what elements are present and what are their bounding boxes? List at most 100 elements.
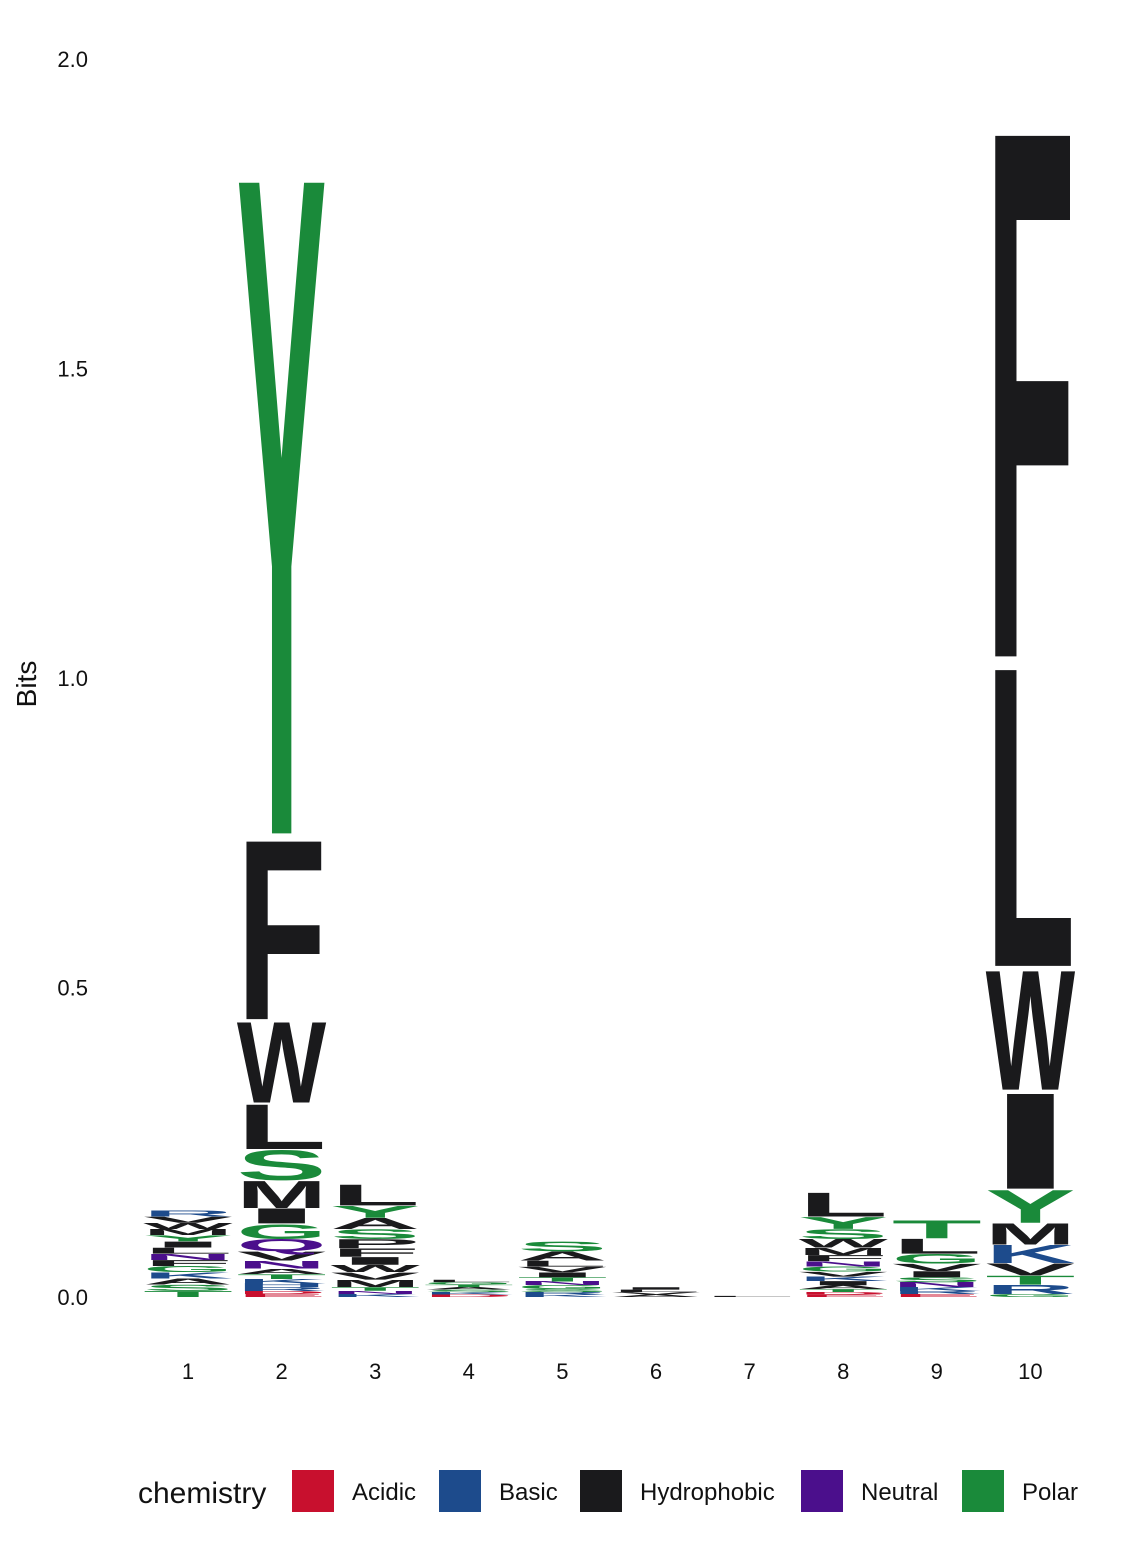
letter-E-acidic: E xyxy=(798,1294,888,1298)
letter-K-basic: K xyxy=(424,1291,514,1295)
legend-swatch-acidic xyxy=(292,1470,334,1512)
letter-L-hydrophobic: L xyxy=(705,1295,795,1297)
legend-title: chemistry xyxy=(138,1477,266,1510)
x-tick-label: 3 xyxy=(369,1359,381,1384)
letter-V-hydrophobic: V xyxy=(237,1249,327,1263)
letter-D-acidic: D xyxy=(798,1291,888,1295)
letter-R-basic: R xyxy=(985,1282,1075,1296)
y-tick-label: 0.5 xyxy=(57,976,88,1001)
legend-label-neutral: Neutral xyxy=(861,1479,938,1506)
letter-S-polar: S xyxy=(143,1283,233,1293)
letter-M-hydrophobic: M xyxy=(237,1174,327,1217)
letter-P-hydrophobic: P xyxy=(330,1237,420,1251)
letter-S-polar: S xyxy=(798,1226,888,1241)
letter-F-hydrophobic: F xyxy=(330,1246,420,1259)
letter-M-hydrophobic: M xyxy=(143,1227,233,1237)
letter-W-hydrophobic: W xyxy=(330,1263,420,1274)
letter-A-hydrophobic: A xyxy=(424,1286,514,1290)
letter-K-basic: K xyxy=(798,1275,888,1282)
letter-W-hydrophobic: W xyxy=(143,1221,233,1231)
letter-T-polar: T xyxy=(892,1215,982,1244)
letter-L-hydrophobic: L xyxy=(798,1185,888,1224)
letter-F-hydrophobic: F xyxy=(237,786,327,1075)
legend: chemistry Acidic Basic Hydrophobic Neutral P… xyxy=(138,1470,1078,1512)
letter-A-hydrophobic: A xyxy=(611,1294,701,1298)
legend-swatch-neutral xyxy=(801,1470,843,1512)
x-tick-label: 2 xyxy=(275,1359,287,1384)
letter-L-hydrophobic: L xyxy=(611,1289,701,1293)
letter-E-acidic: E xyxy=(237,1293,327,1298)
letter-Q-neutral: Q xyxy=(237,1236,327,1255)
letter-S-polar: S xyxy=(517,1239,607,1254)
letter-T-polar: T xyxy=(798,1288,888,1293)
letter-V-hydrophobic: V xyxy=(518,1265,608,1274)
letter-K-basic: K xyxy=(237,1278,327,1285)
x-tick-label: 10 xyxy=(1018,1359,1042,1384)
letter-L-hydrophobic: L xyxy=(985,578,1075,1058)
letter-S-polar: S xyxy=(424,1289,514,1293)
legend-label-polar: Polar xyxy=(1022,1479,1078,1506)
letter-S-polar: S xyxy=(330,1226,420,1241)
y-tick-label: 0.0 xyxy=(57,1285,88,1310)
letter-I-hydrophobic: I xyxy=(611,1286,701,1290)
letter-R-basic: R xyxy=(892,1290,982,1295)
letter-N-neutral: N xyxy=(892,1281,982,1289)
letter-A-hydrophobic: A xyxy=(237,1267,327,1276)
letter-T-polar: T xyxy=(237,1273,327,1281)
letter-Y-polar: Y xyxy=(237,0,327,1035)
letter-N-neutral: N xyxy=(517,1281,607,1287)
letter-W-hydrophobic: W xyxy=(986,935,1075,1127)
x-axis: 1 2 3 4 5 6 7 8 9 10 xyxy=(182,1359,1043,1384)
letter-D-acidic: D xyxy=(237,1290,327,1295)
letter-G-polar: G xyxy=(798,1265,888,1273)
letter-M-hydrophobic: M xyxy=(330,1278,420,1289)
letter-M-hydrophobic: M xyxy=(798,1246,888,1257)
letter-N-neutral: N xyxy=(143,1252,233,1262)
legend-label-acidic: Acidic xyxy=(352,1479,416,1506)
letter-Y-polar: Y xyxy=(798,1214,888,1233)
x-tick-label: 1 xyxy=(182,1359,194,1384)
letter-F-hydrophobic: F xyxy=(985,0,1075,817)
letter-L-hydrophobic: L xyxy=(143,1246,233,1256)
letter-D-acidic: D xyxy=(424,1294,514,1298)
legend-swatch-hydrophobic xyxy=(580,1470,622,1512)
letter-R-basic: R xyxy=(143,1209,233,1219)
letter-L-hydrophobic: L xyxy=(237,1091,327,1163)
x-tick-label: 4 xyxy=(463,1359,475,1384)
letter-V-hydrophobic: V xyxy=(798,1270,888,1278)
letter-V-hydrophobic: V xyxy=(611,1291,701,1295)
letter-R-basic: R xyxy=(517,1291,607,1295)
letter-L-hydrophobic: L xyxy=(330,1178,420,1212)
letter-N-neutral: N xyxy=(798,1260,888,1269)
x-tick-label: 5 xyxy=(556,1359,568,1384)
letter-Y-polar: Y xyxy=(985,1180,1075,1233)
letter-I-hydrophobic: I xyxy=(237,1204,327,1228)
letter-N-neutral: N xyxy=(237,1258,327,1271)
letter-W-hydrophobic: W xyxy=(798,1237,888,1250)
letter-G-polar: G xyxy=(985,1293,1075,1298)
letter-E-acidic: E xyxy=(892,1293,982,1298)
letter-A-hydrophobic: A xyxy=(143,1277,233,1287)
letter-T-polar: T xyxy=(424,1284,514,1288)
letter-N-neutral: N xyxy=(330,1290,420,1295)
y-axis-title: Bits xyxy=(11,661,42,708)
letter-Y-polar: Y xyxy=(143,1234,233,1244)
letter-K-basic: K xyxy=(985,1240,1075,1269)
letter-L-hydrophobic: L xyxy=(892,1234,982,1258)
x-tick-label: 6 xyxy=(650,1359,662,1384)
letter-H-basic: H xyxy=(237,1282,327,1288)
legend-swatch-polar xyxy=(962,1470,1004,1512)
letter-I-hydrophobic: I xyxy=(892,1269,982,1279)
letter-I-hydrophobic: I xyxy=(798,1280,888,1287)
letter-T-polar: T xyxy=(985,1273,1075,1287)
letter-S-polar: S xyxy=(892,1276,982,1284)
letter-K-basic: K xyxy=(892,1286,982,1292)
letter-S-polar: S xyxy=(237,1141,327,1189)
letter-I-hydrophobic: I xyxy=(517,1271,607,1279)
